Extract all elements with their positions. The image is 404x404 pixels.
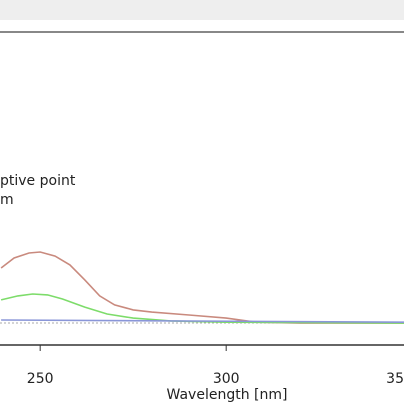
annotation: m	[0, 192, 14, 208]
annotation: ptive point	[0, 173, 76, 189]
series-line	[1, 319, 404, 323]
series-line	[0, 251, 404, 324]
series-line	[0, 293, 404, 324]
x-axis-label: Wavelength [nm]	[167, 387, 288, 403]
x-tick-label: 250	[27, 371, 54, 387]
x-tick-label: 300	[213, 371, 240, 387]
x-tick-label: 35	[386, 371, 404, 387]
header-bar	[0, 0, 404, 20]
